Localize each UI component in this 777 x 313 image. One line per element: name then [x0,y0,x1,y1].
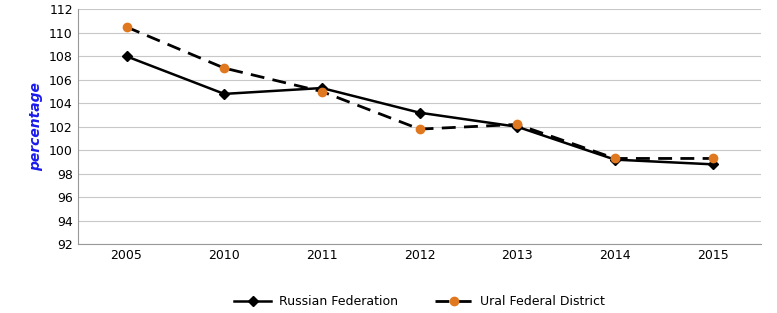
Y-axis label: percentage: percentage [30,82,44,171]
Legend: Russian Federation, Ural Federal District: Russian Federation, Ural Federal Distric… [229,290,610,313]
